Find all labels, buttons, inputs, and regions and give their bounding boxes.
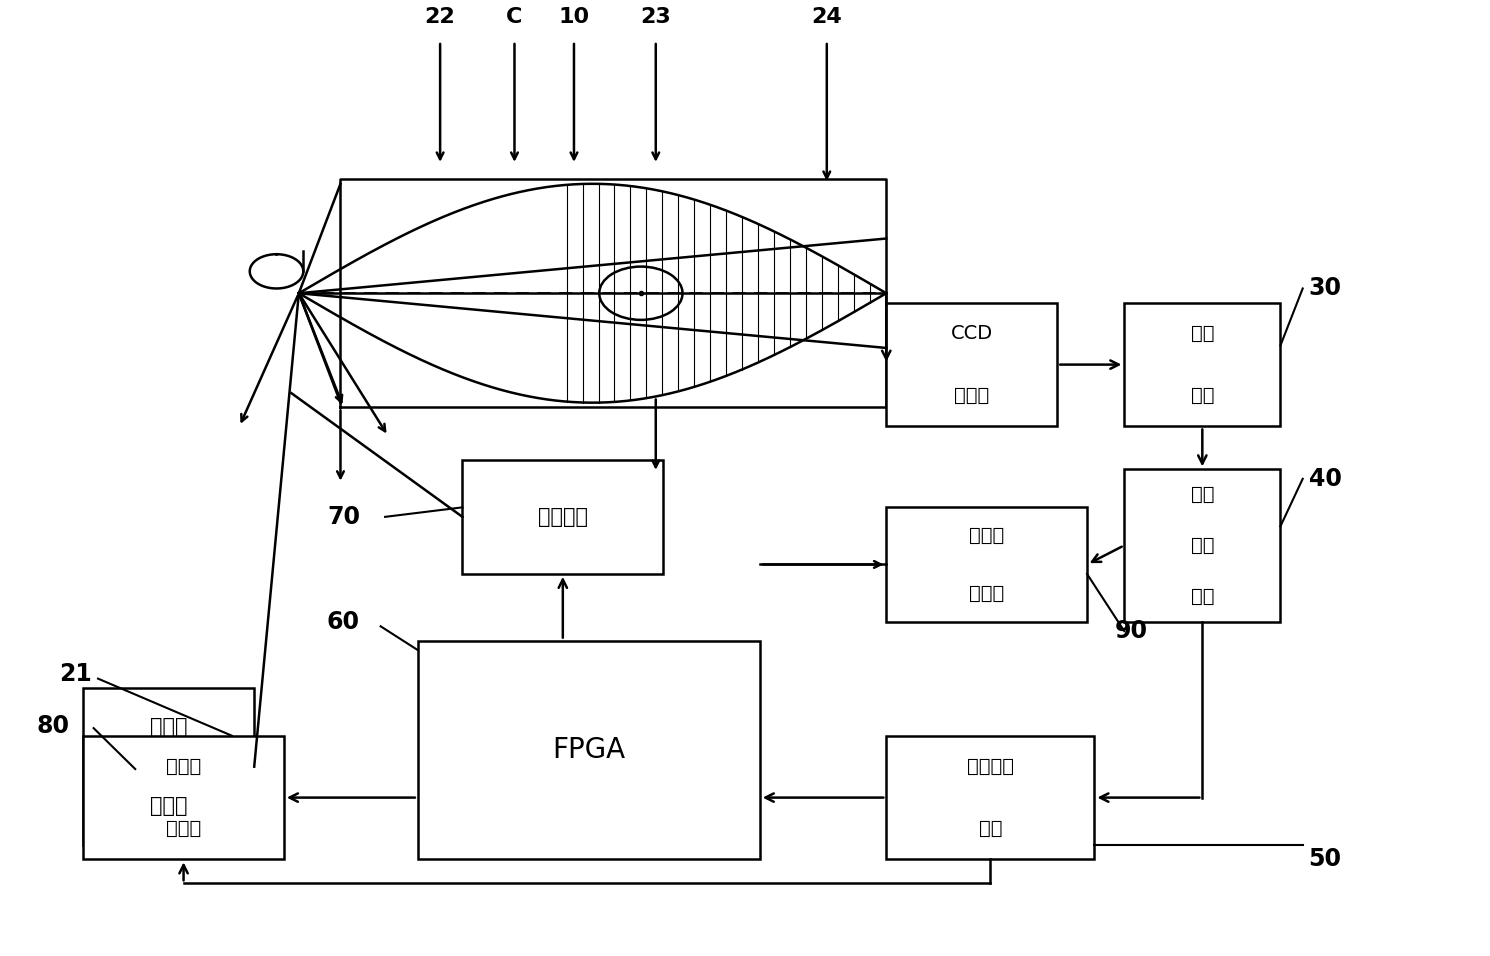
Text: 80: 80 bbox=[37, 714, 70, 738]
Text: 放大: 放大 bbox=[1191, 324, 1214, 343]
Text: 70: 70 bbox=[326, 505, 361, 529]
Bar bbox=[887, 736, 1095, 859]
Text: 处理: 处理 bbox=[1191, 536, 1214, 554]
Text: 50: 50 bbox=[1308, 847, 1341, 872]
Text: 出单元: 出单元 bbox=[165, 819, 201, 838]
Text: 激光器: 激光器 bbox=[150, 796, 188, 815]
Text: 22: 22 bbox=[425, 7, 456, 27]
Text: 21: 21 bbox=[60, 662, 92, 685]
Text: 单元: 单元 bbox=[1191, 587, 1214, 606]
Text: 23: 23 bbox=[641, 7, 671, 27]
Bar bbox=[1125, 469, 1280, 621]
Text: 40: 40 bbox=[1308, 467, 1341, 490]
Text: 90: 90 bbox=[1115, 619, 1149, 643]
Text: 60: 60 bbox=[326, 610, 361, 634]
Text: 半导体: 半导体 bbox=[150, 717, 188, 737]
Text: 传感器: 传感器 bbox=[954, 386, 989, 405]
Bar bbox=[887, 508, 1088, 621]
Text: 10: 10 bbox=[559, 7, 590, 27]
Text: CCD: CCD bbox=[951, 324, 992, 343]
Text: 24: 24 bbox=[812, 7, 842, 27]
Text: 30: 30 bbox=[1308, 276, 1341, 300]
Text: 波形: 波形 bbox=[1191, 485, 1214, 504]
Text: 显示单元: 显示单元 bbox=[538, 507, 589, 527]
Bar bbox=[1125, 303, 1280, 426]
Bar bbox=[887, 303, 1058, 426]
Text: 单元: 单元 bbox=[1191, 386, 1214, 405]
Text: C: C bbox=[507, 7, 523, 27]
Bar bbox=[462, 460, 663, 574]
Bar bbox=[83, 688, 255, 845]
Bar bbox=[83, 736, 285, 859]
Text: 报警输: 报警输 bbox=[968, 527, 1004, 545]
Text: 远端输: 远端输 bbox=[165, 757, 201, 776]
Text: 出单元: 出单元 bbox=[968, 583, 1004, 602]
Text: FPGA: FPGA bbox=[553, 736, 626, 764]
Text: 单元: 单元 bbox=[979, 819, 1003, 838]
Bar bbox=[417, 641, 760, 859]
Text: 模数转换: 模数转换 bbox=[967, 757, 1013, 776]
